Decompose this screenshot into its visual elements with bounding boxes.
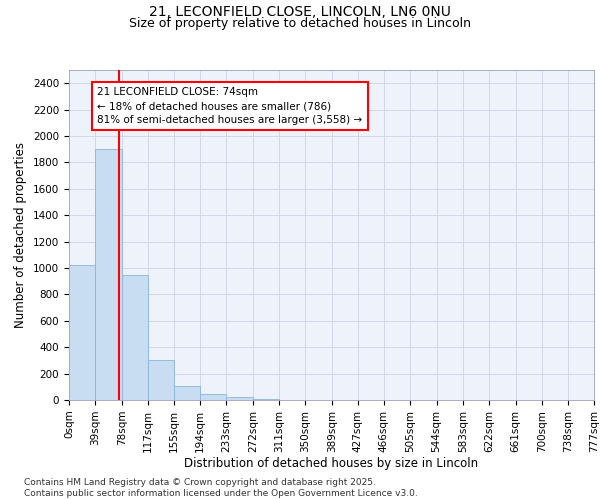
Bar <box>69 264 95 400</box>
Bar <box>200 394 226 400</box>
Bar <box>95 149 122 400</box>
X-axis label: Distribution of detached houses by size in Lincoln: Distribution of detached houses by size … <box>184 458 479 470</box>
Bar <box>174 386 200 400</box>
Text: Contains HM Land Registry data © Crown copyright and database right 2025.
Contai: Contains HM Land Registry data © Crown c… <box>24 478 418 498</box>
Bar <box>148 360 174 400</box>
Y-axis label: Number of detached properties: Number of detached properties <box>14 142 28 328</box>
Bar <box>122 274 148 400</box>
Bar <box>253 398 279 400</box>
Bar <box>226 396 253 400</box>
Text: Size of property relative to detached houses in Lincoln: Size of property relative to detached ho… <box>129 18 471 30</box>
Text: 21, LECONFIELD CLOSE, LINCOLN, LN6 0NU: 21, LECONFIELD CLOSE, LINCOLN, LN6 0NU <box>149 5 451 19</box>
Text: 21 LECONFIELD CLOSE: 74sqm
← 18% of detached houses are smaller (786)
81% of sem: 21 LECONFIELD CLOSE: 74sqm ← 18% of deta… <box>97 87 362 125</box>
